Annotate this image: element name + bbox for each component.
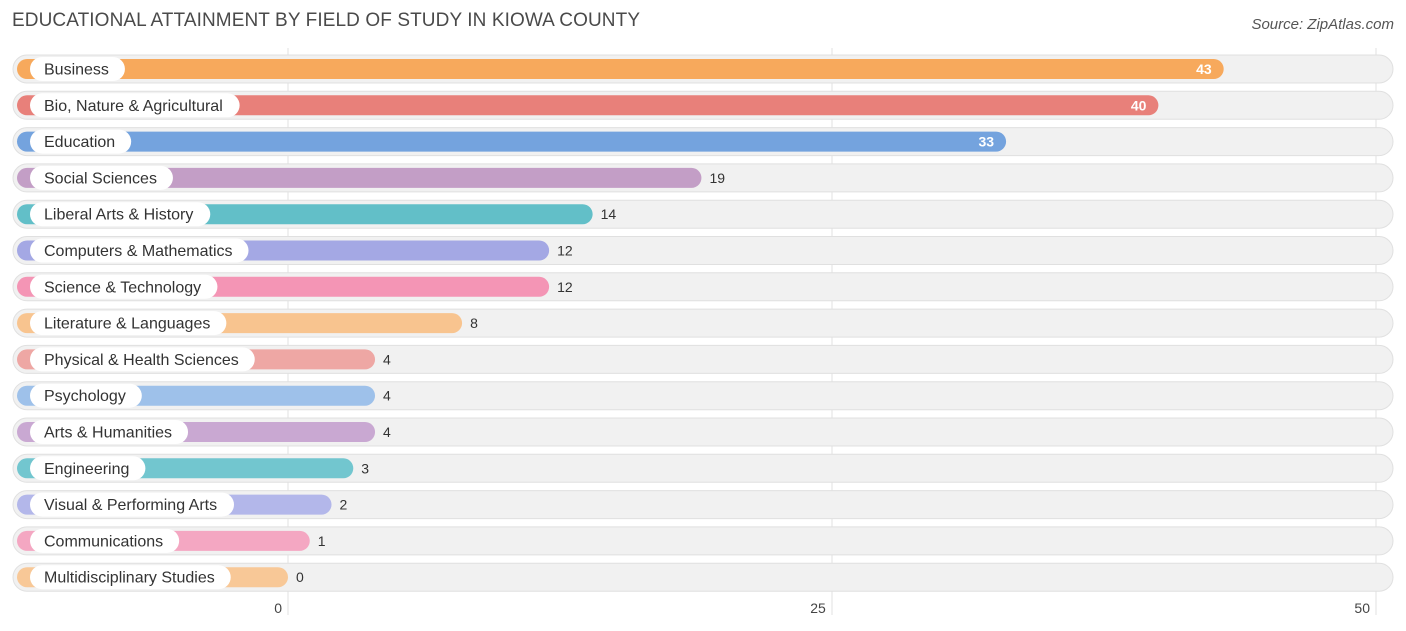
value-label: 33 xyxy=(979,134,995,150)
bar-row: Bio, Nature & Agricultural 40 xyxy=(12,90,1394,120)
value-label: 3 xyxy=(361,460,369,476)
x-axis-ticks: 0 25 50 xyxy=(274,600,1370,616)
bar xyxy=(17,95,1159,116)
value-label: 4 xyxy=(383,388,391,404)
bar-row: Arts & Humanities 4 xyxy=(12,417,1394,447)
category-label: Science & Technology xyxy=(44,279,201,296)
bar-label-pill xyxy=(30,456,146,481)
value-label: 43 xyxy=(1196,61,1212,77)
bar-row: Social Sciences 19 xyxy=(12,163,1394,193)
bar-label-pill xyxy=(30,129,132,154)
value-label: 19 xyxy=(709,170,725,186)
chart-title: EDUCATIONAL ATTAINMENT BY FIELD OF STUDY… xyxy=(12,10,641,31)
x-tick-label: 25 xyxy=(810,600,826,616)
bar-track xyxy=(12,453,1394,483)
category-label: Education xyxy=(44,134,115,151)
chart-source: Source: ZipAtlas.com xyxy=(1251,16,1394,33)
bar-label-pill xyxy=(30,274,218,299)
bar xyxy=(17,167,702,188)
bar-label-pill xyxy=(30,311,227,336)
value-label: 12 xyxy=(557,279,573,295)
bar-label-pill xyxy=(30,528,180,553)
category-label: Arts & Humanities xyxy=(44,425,172,442)
category-label: Psychology xyxy=(44,388,126,405)
bar-row: Visual & Performing Arts 2 xyxy=(12,490,1394,520)
bar-row: Liberal Arts & History 14 xyxy=(12,199,1394,229)
category-label: Bio, Nature & Agricultural xyxy=(44,98,223,115)
bar-row: Business 43 xyxy=(12,54,1394,84)
bar-label-pill xyxy=(30,383,142,408)
value-label: 4 xyxy=(383,424,391,440)
bar-row: Physical & Health Sciences 4 xyxy=(12,344,1394,374)
x-tick-label: 0 xyxy=(274,600,282,616)
value-label: 40 xyxy=(1131,97,1147,113)
x-tick-label: 50 xyxy=(1354,600,1370,616)
category-label: Physical & Health Sciences xyxy=(44,352,239,369)
value-label: 14 xyxy=(601,206,617,222)
category-label: Social Sciences xyxy=(44,170,157,187)
category-label: Multidisciplinary Studies xyxy=(44,570,215,587)
bar-row: Computers & Mathematics 12 xyxy=(12,236,1394,265)
bar-row: Education 33 xyxy=(12,127,1394,157)
bar-label-pill xyxy=(30,57,125,81)
value-label: 2 xyxy=(340,497,348,513)
value-label: 4 xyxy=(383,351,391,367)
bar-track xyxy=(12,526,1394,556)
bar-label-pill xyxy=(30,492,234,517)
bar-track xyxy=(12,562,1394,592)
bar-row: Psychology 4 xyxy=(12,381,1394,411)
bar xyxy=(17,59,1224,79)
value-label: 1 xyxy=(318,533,326,549)
value-label: 0 xyxy=(296,569,304,585)
bar xyxy=(17,131,1007,152)
bar-label-pill xyxy=(30,347,255,372)
bar-label-pill xyxy=(30,165,173,190)
category-label: Computers & Mathematics xyxy=(44,243,233,260)
value-label: 12 xyxy=(557,243,573,259)
bar-row: Science & Technology 12 xyxy=(12,272,1394,302)
category-label: Business xyxy=(44,62,109,79)
bar-label-pill xyxy=(30,420,189,444)
bar-row: Literature & Languages 8 xyxy=(12,308,1394,338)
category-label: Engineering xyxy=(44,461,129,478)
bar-label-pill xyxy=(30,93,240,118)
category-label: Liberal Arts & History xyxy=(44,207,193,224)
bar-label-pill xyxy=(30,565,231,590)
bar-label-pill xyxy=(30,238,249,263)
bar-label-pill xyxy=(30,202,211,227)
category-label: Communications xyxy=(44,533,163,550)
bar-track xyxy=(12,490,1394,520)
value-label: 8 xyxy=(470,315,478,331)
category-label: Literature & Languages xyxy=(44,316,210,333)
bar-row: Multidisciplinary Studies 0 xyxy=(12,562,1394,592)
bar-row: Engineering 3 xyxy=(12,453,1394,483)
bar-row: Communications 1 xyxy=(12,526,1394,556)
category-label: Visual & Performing Arts xyxy=(44,497,217,514)
